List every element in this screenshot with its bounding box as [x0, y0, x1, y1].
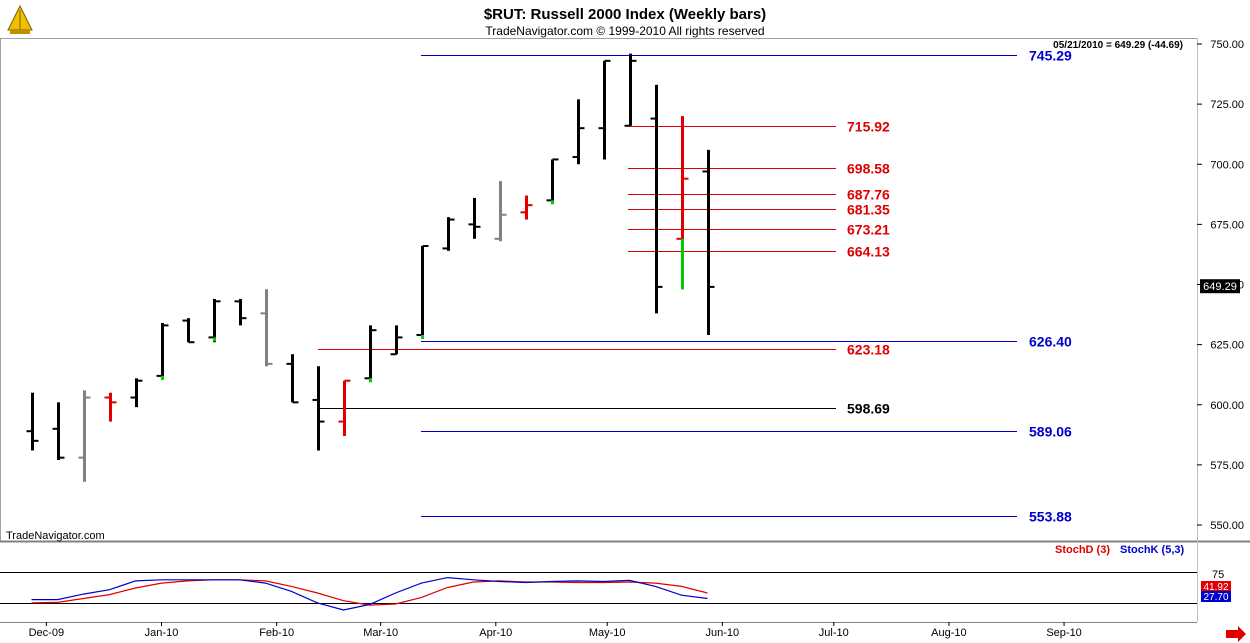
trade-navigator-logo-icon — [4, 4, 36, 36]
ohlc-bar — [546, 158, 559, 205]
stoch-value-box — [1201, 581, 1231, 592]
x-tick-label: Sep-10 — [1046, 627, 1081, 639]
level-label: 589.06 — [1029, 424, 1072, 440]
y-tick-label: 550.00 — [1210, 520, 1244, 532]
x-tick-label: Apr-10 — [479, 627, 512, 639]
last-price-box — [1200, 279, 1240, 294]
x-tick-label: Feb-10 — [259, 627, 294, 639]
ohlc-bar — [442, 217, 455, 251]
ohlc-bar — [52, 402, 65, 461]
ohlc-bar — [598, 59, 611, 160]
level-label: 698.58 — [847, 161, 890, 177]
level-label: 681.35 — [847, 202, 890, 218]
level-label: 664.13 — [847, 244, 890, 260]
chart-title: $RUT: Russell 2000 Index (Weekly bars) — [484, 6, 766, 23]
ohlc-bar — [468, 197, 481, 239]
level-label: 598.69 — [847, 401, 890, 417]
ohlc-bar — [130, 378, 143, 408]
x-tick-label: May-10 — [589, 627, 626, 639]
x-tick-label: Jun-10 — [706, 627, 740, 639]
ohlc-bar — [260, 289, 273, 367]
x-axis: Dec-09 Jan-10 Feb-10 Mar-10 Apr-10 May-10 Jun-… — [29, 622, 1082, 639]
ohlc-bar — [702, 149, 715, 336]
ohlc-bar — [104, 392, 117, 422]
legend-stochD: StochD (3) — [1055, 544, 1110, 556]
ohlc-bar — [338, 379, 351, 437]
y-tick-label: 575.00 — [1210, 460, 1244, 472]
ohlc-bar — [312, 366, 325, 451]
ohlc-bar — [182, 318, 195, 344]
level-label: 626.40 — [1029, 334, 1072, 350]
ohlc-bar — [208, 298, 221, 343]
legend-stochK: StochK (5,3) — [1120, 544, 1185, 556]
y-tick-label: 600.00 — [1210, 400, 1244, 412]
watermark: TradeNavigator.com — [6, 530, 105, 542]
stoch-value-box — [1201, 591, 1231, 602]
ohlc-bar — [572, 99, 585, 165]
y-tick-label: 700.00 — [1210, 159, 1244, 171]
x-tick-label: Mar-10 — [363, 627, 398, 639]
x-tick-label: Dec-09 — [29, 627, 64, 639]
y-tick-label: 625.00 — [1210, 340, 1244, 352]
ohlc-bar — [520, 195, 533, 220]
x-tick-label: Aug-10 — [931, 627, 966, 639]
stoch-value-label: 27.70 — [1203, 592, 1228, 603]
ohlc-bar — [494, 181, 507, 242]
stoch-value-label: 41.92 — [1203, 582, 1228, 593]
price-axis: 550.00575.00600.00625.00650.00675.00700.… — [1197, 39, 1244, 532]
ohlc-bar — [364, 325, 377, 383]
y-tick-label: 725.00 — [1210, 99, 1244, 111]
ohlc-bar — [650, 84, 663, 314]
ohlc-bar — [234, 298, 247, 326]
chart-subtitle: TradeNavigator.com © 1999-2010 All right… — [485, 24, 764, 38]
x-tick-label: Jul-10 — [819, 627, 849, 639]
ohlc-bar — [676, 116, 689, 290]
status-line: 05/21/2010 = 649.29 (-44.69) — [1053, 40, 1183, 51]
last-price-text: 649.29 — [1203, 281, 1237, 293]
ohlc-bar — [26, 392, 39, 451]
ohlc-bar — [390, 325, 403, 356]
level-label: 687.76 — [847, 187, 890, 203]
level-label: 715.92 — [847, 119, 890, 135]
ohlc-bar — [416, 245, 429, 340]
y-tick-label: 675.00 — [1210, 219, 1244, 231]
level-label: 745.29 — [1029, 48, 1072, 64]
ohlc-bars — [26, 53, 715, 482]
ohlc-bar — [624, 53, 637, 127]
series-line-1 — [31, 576, 708, 611]
scroll-right-arrow-icon[interactable] — [1226, 626, 1246, 642]
y-tick-label: 750.00 — [1210, 39, 1244, 51]
level-label: 673.21 — [847, 222, 890, 238]
x-tick-label: Jan-10 — [145, 627, 179, 639]
ohlc-bar — [78, 390, 91, 482]
level-label: 623.18 — [847, 342, 890, 358]
ohlc-bar — [286, 354, 299, 404]
last-price-label: 649.29 — [1200, 279, 1240, 294]
level-label: 553.88 — [1029, 509, 1072, 525]
stoch-tick-label: 75 — [1212, 569, 1224, 581]
ohlc-bar — [156, 322, 169, 380]
